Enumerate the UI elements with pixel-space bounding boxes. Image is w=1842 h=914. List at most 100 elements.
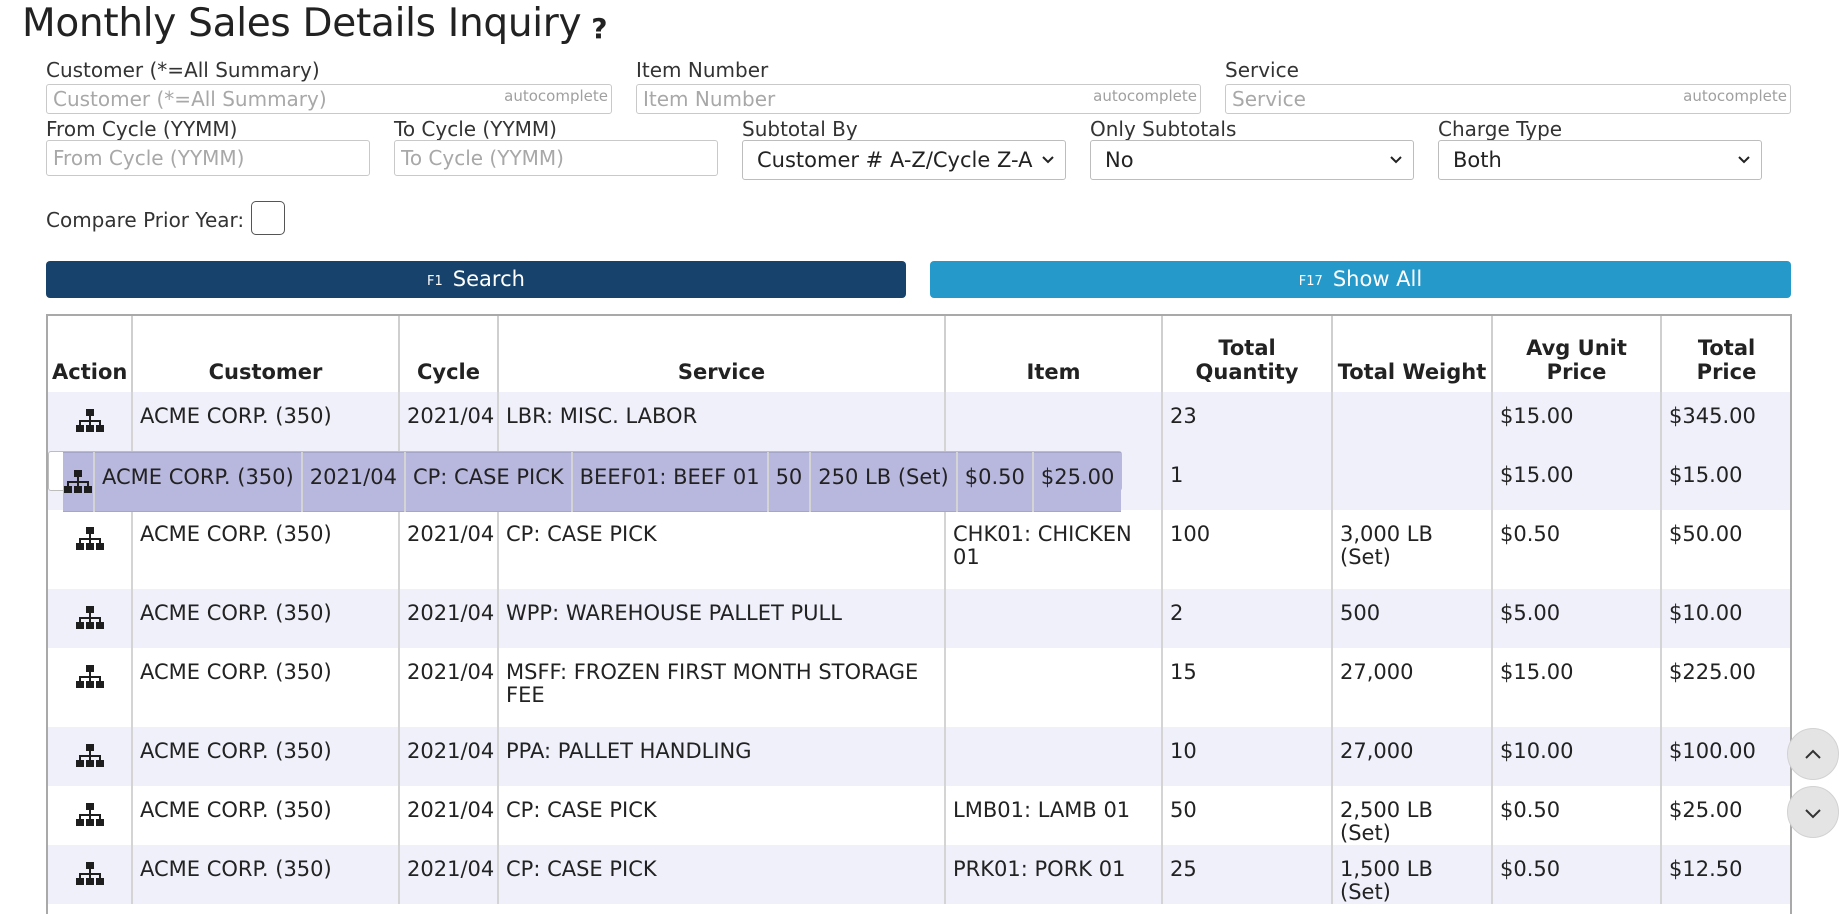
cell-action[interactable] [48, 510, 132, 589]
cell-service: WPP: WAREHOUSE PALLET PULL [497, 589, 945, 648]
page-title-text: Monthly Sales Details Inquiry [22, 1, 582, 46]
cell-total-quantity: 10 [1161, 727, 1332, 786]
cell-total-weight: 250 LB (Set) [809, 452, 957, 512]
cell-total-price: $225.00 [1660, 648, 1790, 727]
table-row[interactable]: ACME CORP. (350) 2021/04 CP: CASE PICK PRK0… [48, 845, 1790, 904]
cell-customer: ACME CORP. (350) [131, 727, 399, 786]
cell-item: BEEF01: BEEF 01 [570, 452, 768, 512]
show-all-button-label: Show All [1332, 267, 1423, 291]
cell-total-weight: 27,000 [1331, 648, 1492, 727]
cell-total-quantity: 1 [1161, 451, 1332, 510]
hierarchy-icon[interactable] [75, 861, 105, 887]
to-cycle-field[interactable] [394, 140, 718, 176]
table-header-row: Action Customer Cycle Service Item Total… [48, 316, 1790, 392]
service-input[interactable] [1226, 85, 1790, 113]
chevron-down-icon [1738, 156, 1750, 164]
cell-avg-unit-price: $15.00 [1491, 648, 1661, 727]
cell-action[interactable] [48, 648, 132, 727]
cell-cycle: 2021/04 [398, 727, 498, 786]
only-subtotals-label: Only Subtotals [1090, 117, 1237, 141]
col-header-total-weight[interactable]: Total Weight [1331, 316, 1492, 392]
cell-item [944, 589, 1162, 648]
table-row[interactable]: ACME CORP. (350) 2021/04 WPP: WAREHOUSE PA… [48, 589, 1790, 648]
cell-action[interactable] [48, 845, 132, 904]
chevron-down-icon [1390, 156, 1402, 164]
cell-total-quantity: 2 [1161, 589, 1332, 648]
cell-avg-unit-price: $0.50 [1491, 845, 1661, 904]
item-number-field[interactable]: autocomplete [636, 84, 1201, 114]
cell-cycle: 2021/04 [300, 452, 405, 512]
item-number-input[interactable] [637, 85, 1200, 113]
col-header-cycle[interactable]: Cycle [398, 316, 498, 392]
cell-service: LBR: MISC. LABOR [497, 392, 945, 451]
hierarchy-icon[interactable] [75, 664, 105, 690]
col-header-action[interactable]: Action [48, 316, 132, 392]
table-row[interactable]: ACME CORP. (350) 2021/04 MSFF: FROZEN FIRS… [48, 648, 1790, 727]
col-header-item[interactable]: Item [944, 316, 1162, 392]
service-field[interactable]: autocomplete [1225, 84, 1791, 114]
hierarchy-icon[interactable] [75, 526, 105, 552]
hierarchy-icon[interactable] [75, 408, 105, 434]
cell-avg-unit-price: $10.00 [1491, 727, 1661, 786]
cell-service: PPA: PALLET HANDLING [497, 727, 945, 786]
col-header-service[interactable]: Service [497, 316, 945, 392]
from-cycle-input[interactable] [47, 141, 369, 175]
scroll-up-button[interactable] [1787, 728, 1839, 780]
cell-item: PRK01: PORK 01 [944, 845, 1162, 904]
table-row[interactable]: ACME CORP. (350) 2021/04 CP: CASE PICK LMB0… [48, 786, 1790, 845]
subtotal-by-value: Customer # A-Z/Cycle Z-A [757, 148, 1033, 172]
search-button[interactable]: F1 Search [46, 261, 906, 298]
cell-avg-unit-price: $0.50 [955, 452, 1033, 512]
hierarchy-icon[interactable] [75, 802, 105, 828]
only-subtotals-select[interactable]: No [1090, 140, 1414, 180]
cell-cycle: 2021/04 [398, 648, 498, 727]
cell-total-price: $50.00 [1660, 510, 1790, 589]
cell-action[interactable] [48, 589, 132, 648]
cell-action[interactable] [63, 452, 94, 512]
subtotal-by-label: Subtotal By [742, 117, 858, 141]
col-header-total-price[interactable]: Total Price [1660, 316, 1790, 392]
table-row[interactable]: ACME CORP. (350) 2021/04 CP: CASE PICK BEEF… [48, 451, 1123, 512]
cell-customer: ACME CORP. (350) [131, 510, 399, 589]
show-all-button[interactable]: F17 Show All [930, 261, 1791, 298]
hierarchy-icon[interactable] [63, 469, 93, 495]
cell-total-weight: 500 [1331, 589, 1492, 648]
cell-cycle: 2021/04 [398, 589, 498, 648]
charge-type-label: Charge Type [1438, 117, 1563, 141]
cell-customer: ACME CORP. (350) [93, 452, 302, 512]
hierarchy-icon[interactable] [75, 605, 105, 631]
customer-input[interactable] [47, 85, 611, 113]
cell-item: LMB01: LAMB 01 [944, 786, 1162, 845]
cell-action[interactable] [48, 786, 132, 845]
compare-prior-year-checkbox[interactable] [251, 201, 285, 235]
cell-total-weight: 1,500 LB (Set) [1331, 845, 1492, 904]
cell-total-weight: 27,000 [1331, 727, 1492, 786]
cell-service: MSFF: FROZEN FIRST MONTH STORAGE FEE [497, 648, 945, 727]
cell-customer: ACME CORP. (350) [131, 392, 399, 451]
col-header-avg-unit-price[interactable]: Avg Unit Price [1491, 316, 1661, 392]
table-row[interactable]: ACME CORP. (350) 2021/04 LBR: MISC. LABOR 2… [48, 392, 1790, 451]
cell-total-price: $345.00 [1660, 392, 1790, 451]
cell-cycle: 2021/04 [398, 786, 498, 845]
charge-type-value: Both [1453, 148, 1502, 172]
help-icon[interactable]: ? [591, 12, 608, 45]
col-header-customer[interactable]: Customer [131, 316, 399, 392]
cell-action[interactable] [48, 727, 132, 786]
cell-avg-unit-price: $5.00 [1491, 589, 1661, 648]
hierarchy-icon[interactable] [75, 743, 105, 769]
subtotal-by-select[interactable]: Customer # A-Z/Cycle Z-A [742, 140, 1066, 180]
show-all-key-hint: F17 [1298, 274, 1323, 289]
charge-type-select[interactable]: Both [1438, 140, 1762, 180]
table-row[interactable]: ACME CORP. (350) 2021/04 PPA: PALLET HANDL… [48, 727, 1790, 786]
cell-item: CHK01: CHICKEN 01 [944, 510, 1162, 589]
col-header-total-quantity[interactable]: Total Quantity [1161, 316, 1332, 392]
cell-cycle: 2021/04 [398, 845, 498, 904]
customer-field[interactable]: autocomplete [46, 84, 612, 114]
to-cycle-input[interactable] [395, 141, 717, 175]
table-row[interactable]: ACME CORP. (350) 2021/04 CP: CASE PICK CHK0… [48, 510, 1790, 589]
cell-total-weight: 3,000 LB (Set) [1331, 510, 1492, 589]
cell-action[interactable] [48, 392, 132, 451]
from-cycle-field[interactable] [46, 140, 370, 176]
scroll-down-button[interactable] [1787, 786, 1839, 838]
cell-total-price: $12.50 [1660, 845, 1790, 904]
